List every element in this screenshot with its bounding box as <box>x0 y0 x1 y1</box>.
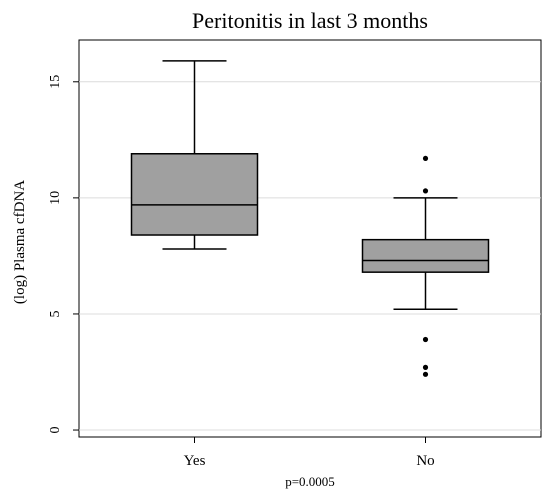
y-tick-label: 0 <box>48 427 63 434</box>
outlier-point <box>422 336 429 343</box>
plot-area-frame <box>78 39 542 438</box>
outlier-point <box>422 155 429 162</box>
outlier-point <box>422 364 429 370</box>
y-tick-label: 10 <box>48 191 63 205</box>
outlier-point <box>422 188 429 194</box>
y-axis-label: (log) Plasma cfDNA <box>12 180 28 304</box>
p-value-footnote: p=0.0005 <box>285 474 335 489</box>
y-tick-label: 5 <box>48 310 63 317</box>
y-axis-ticks: 0 5 10 15 <box>48 75 79 434</box>
interquartile-box <box>130 153 259 236</box>
chart-title: Peritonitis in last 3 months <box>192 8 428 33</box>
x-tick-label: Yes <box>184 453 206 469</box>
box-no <box>361 155 490 377</box>
box-yes <box>130 60 259 250</box>
y-tick-label: 15 <box>48 75 63 89</box>
outlier-point <box>422 371 429 377</box>
x-axis-ticks: Yes No <box>184 437 435 469</box>
interquartile-box <box>361 238 490 273</box>
x-tick-label: No <box>416 453 434 469</box>
boxes <box>130 60 490 377</box>
